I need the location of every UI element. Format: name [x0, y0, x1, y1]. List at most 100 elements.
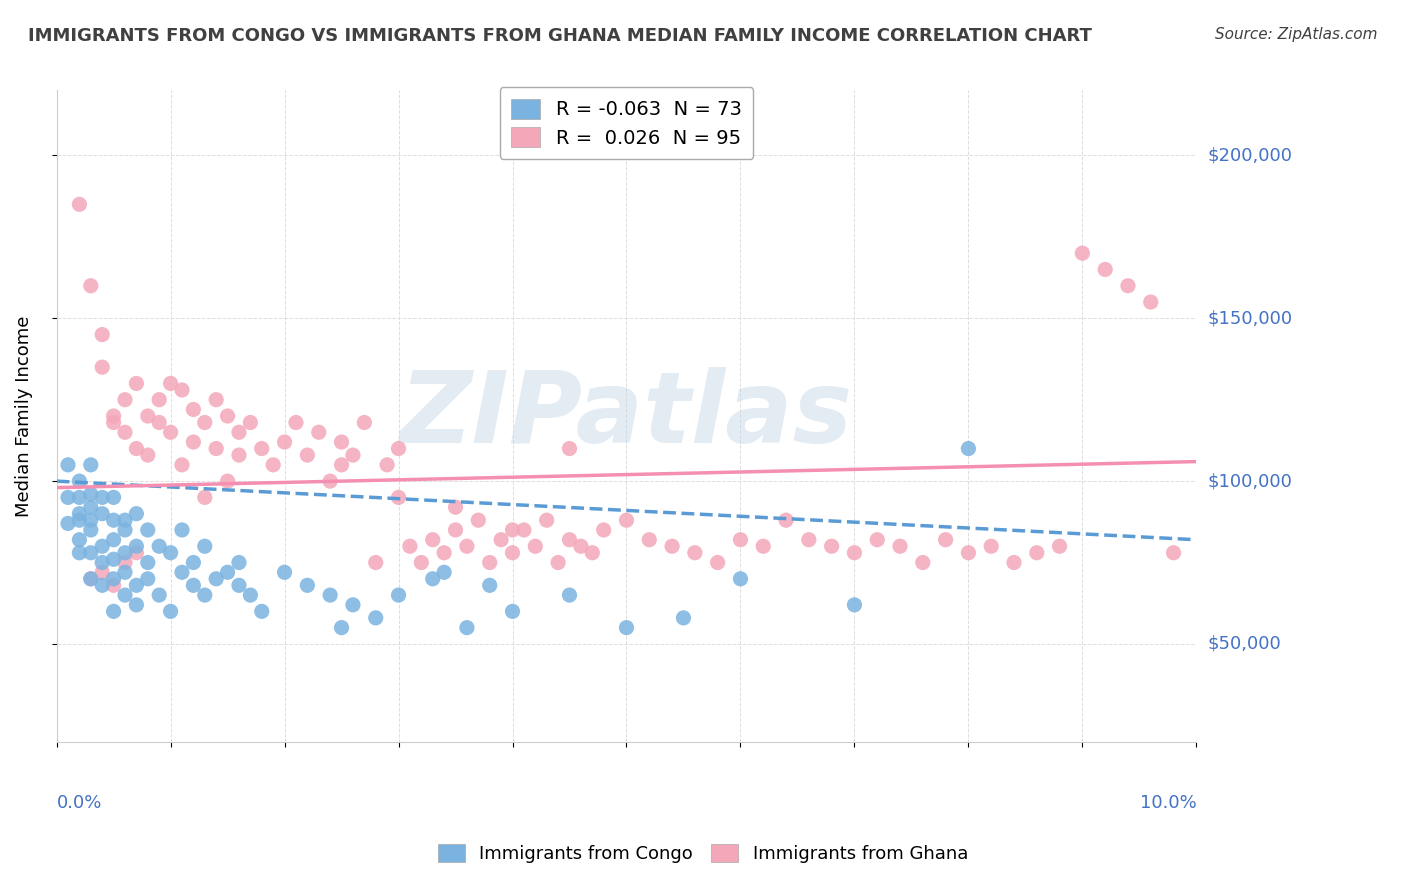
Point: [194, 588, 217, 602]
Point: [148, 392, 170, 407]
Point: [683, 546, 706, 560]
Point: [456, 621, 478, 635]
Point: [558, 533, 581, 547]
Point: [844, 546, 866, 560]
Point: [91, 539, 114, 553]
Point: [228, 578, 250, 592]
Point: [194, 539, 217, 553]
Point: [330, 621, 353, 635]
Point: [308, 425, 330, 440]
Point: [467, 513, 489, 527]
Point: [502, 546, 524, 560]
Point: [250, 604, 273, 618]
Point: [444, 500, 467, 515]
Point: [513, 523, 536, 537]
Point: [170, 566, 193, 580]
Text: $50,000: $50,000: [1208, 635, 1281, 653]
Point: [558, 442, 581, 456]
Point: [103, 604, 125, 618]
Text: 0.0%: 0.0%: [56, 794, 103, 812]
Point: [67, 474, 90, 488]
Point: [228, 556, 250, 570]
Point: [114, 556, 136, 570]
Point: [183, 556, 205, 570]
Point: [205, 392, 228, 407]
Point: [364, 556, 387, 570]
Point: [581, 546, 603, 560]
Point: [56, 458, 79, 472]
Point: [148, 539, 170, 553]
Point: [91, 566, 114, 580]
Point: [205, 572, 228, 586]
Point: [136, 556, 159, 570]
Point: [125, 442, 148, 456]
Point: [170, 523, 193, 537]
Point: [342, 448, 364, 462]
Point: [638, 533, 661, 547]
Point: [980, 539, 1002, 553]
Point: [422, 572, 444, 586]
Point: [205, 442, 228, 456]
Point: [80, 513, 103, 527]
Point: [159, 376, 181, 391]
Point: [56, 516, 79, 531]
Point: [775, 513, 797, 527]
Point: [547, 556, 569, 570]
Point: [524, 539, 547, 553]
Text: IMMIGRANTS FROM CONGO VS IMMIGRANTS FROM GHANA MEDIAN FAMILY INCOME CORRELATION : IMMIGRANTS FROM CONGO VS IMMIGRANTS FROM…: [28, 27, 1092, 45]
Point: [80, 523, 103, 537]
Point: [136, 448, 159, 462]
Point: [1025, 546, 1047, 560]
Point: [114, 588, 136, 602]
Point: [91, 491, 114, 505]
Point: [239, 588, 262, 602]
Point: [67, 491, 90, 505]
Point: [183, 578, 205, 592]
Point: [103, 572, 125, 586]
Point: [114, 546, 136, 560]
Text: $100,000: $100,000: [1208, 472, 1292, 490]
Legend: R = -0.063  N = 73, R =  0.026  N = 95: R = -0.063 N = 73, R = 0.026 N = 95: [499, 87, 754, 160]
Point: [957, 442, 980, 456]
Point: [91, 578, 114, 592]
Point: [330, 458, 353, 472]
Point: [170, 383, 193, 397]
Point: [103, 409, 125, 423]
Point: [103, 513, 125, 527]
Point: [217, 409, 239, 423]
Point: [353, 416, 375, 430]
Point: [56, 491, 79, 505]
Point: [1002, 556, 1025, 570]
Point: [262, 458, 284, 472]
Point: [80, 500, 103, 515]
Point: [159, 425, 181, 440]
Point: [228, 448, 250, 462]
Point: [125, 376, 148, 391]
Point: [387, 442, 409, 456]
Point: [103, 578, 125, 592]
Text: $150,000: $150,000: [1208, 310, 1292, 327]
Point: [797, 533, 820, 547]
Point: [319, 474, 342, 488]
Point: [91, 507, 114, 521]
Point: [820, 539, 842, 553]
Point: [114, 392, 136, 407]
Point: [103, 416, 125, 430]
Point: [250, 442, 273, 456]
Point: [136, 523, 159, 537]
Point: [125, 578, 148, 592]
Y-axis label: Median Family Income: Median Family Income: [15, 315, 32, 516]
Point: [752, 539, 775, 553]
Point: [114, 513, 136, 527]
Point: [67, 513, 90, 527]
Point: [399, 539, 422, 553]
Point: [194, 491, 217, 505]
Point: [239, 416, 262, 430]
Point: [1094, 262, 1116, 277]
Point: [80, 572, 103, 586]
Point: [1049, 539, 1071, 553]
Point: [478, 578, 501, 592]
Point: [284, 416, 307, 430]
Point: [364, 611, 387, 625]
Point: [91, 556, 114, 570]
